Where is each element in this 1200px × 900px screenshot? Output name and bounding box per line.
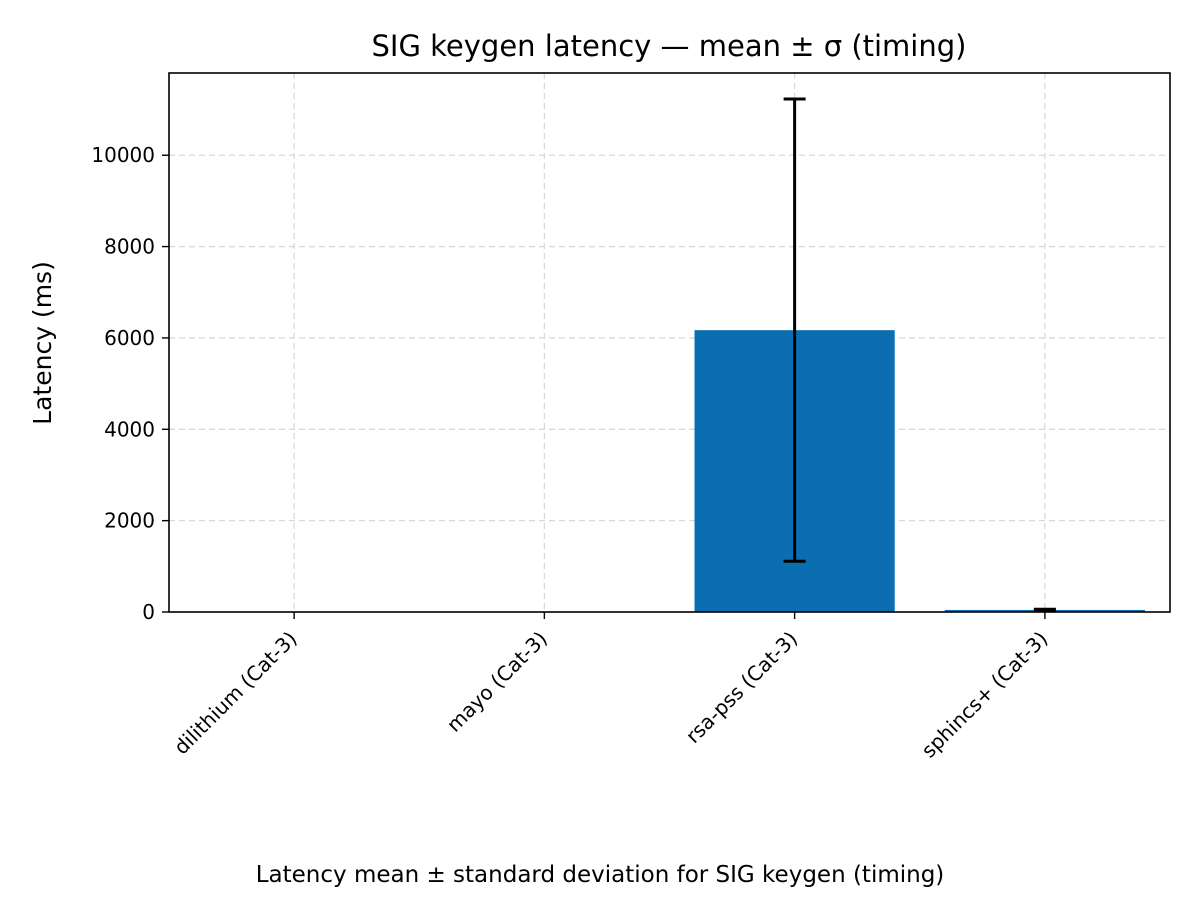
y-tick-label: 8000 — [104, 235, 155, 259]
error-bar — [783, 97, 806, 563]
y-tick-label: 0 — [142, 600, 155, 624]
y-tick-label: 6000 — [104, 326, 155, 350]
x-tick-label: mayo (Cat-3) — [442, 627, 552, 737]
grid-lines — [169, 73, 1170, 613]
plot-frame — [168, 72, 1171, 613]
y-axis-ticks: 0 2000 4000 6000 8000 10000 — [91, 143, 169, 624]
x-tick-label: sphincs+ (Cat-3) — [917, 627, 1053, 763]
error-bars — [783, 97, 1056, 613]
error-bar — [1033, 607, 1056, 613]
y-tick-label: 10000 — [91, 143, 155, 167]
y-axis-label: Latency (ms) — [28, 261, 57, 425]
bars — [194, 330, 1145, 612]
x-tick-label: dilithium (Cat-3) — [169, 627, 302, 760]
x-tick-label: rsa-pss (Cat-3) — [681, 627, 802, 748]
chart-title: SIG keygen latency — mean ± σ (timing) — [372, 29, 967, 63]
figure-caption: Latency mean ± standard deviation for SI… — [255, 862, 945, 888]
x-axis-ticks: dilithium (Cat-3) mayo (Cat-3) rsa-pss (Ca… — [169, 612, 1052, 762]
y-tick-label: 2000 — [104, 509, 155, 533]
y-tick-label: 4000 — [104, 417, 155, 441]
